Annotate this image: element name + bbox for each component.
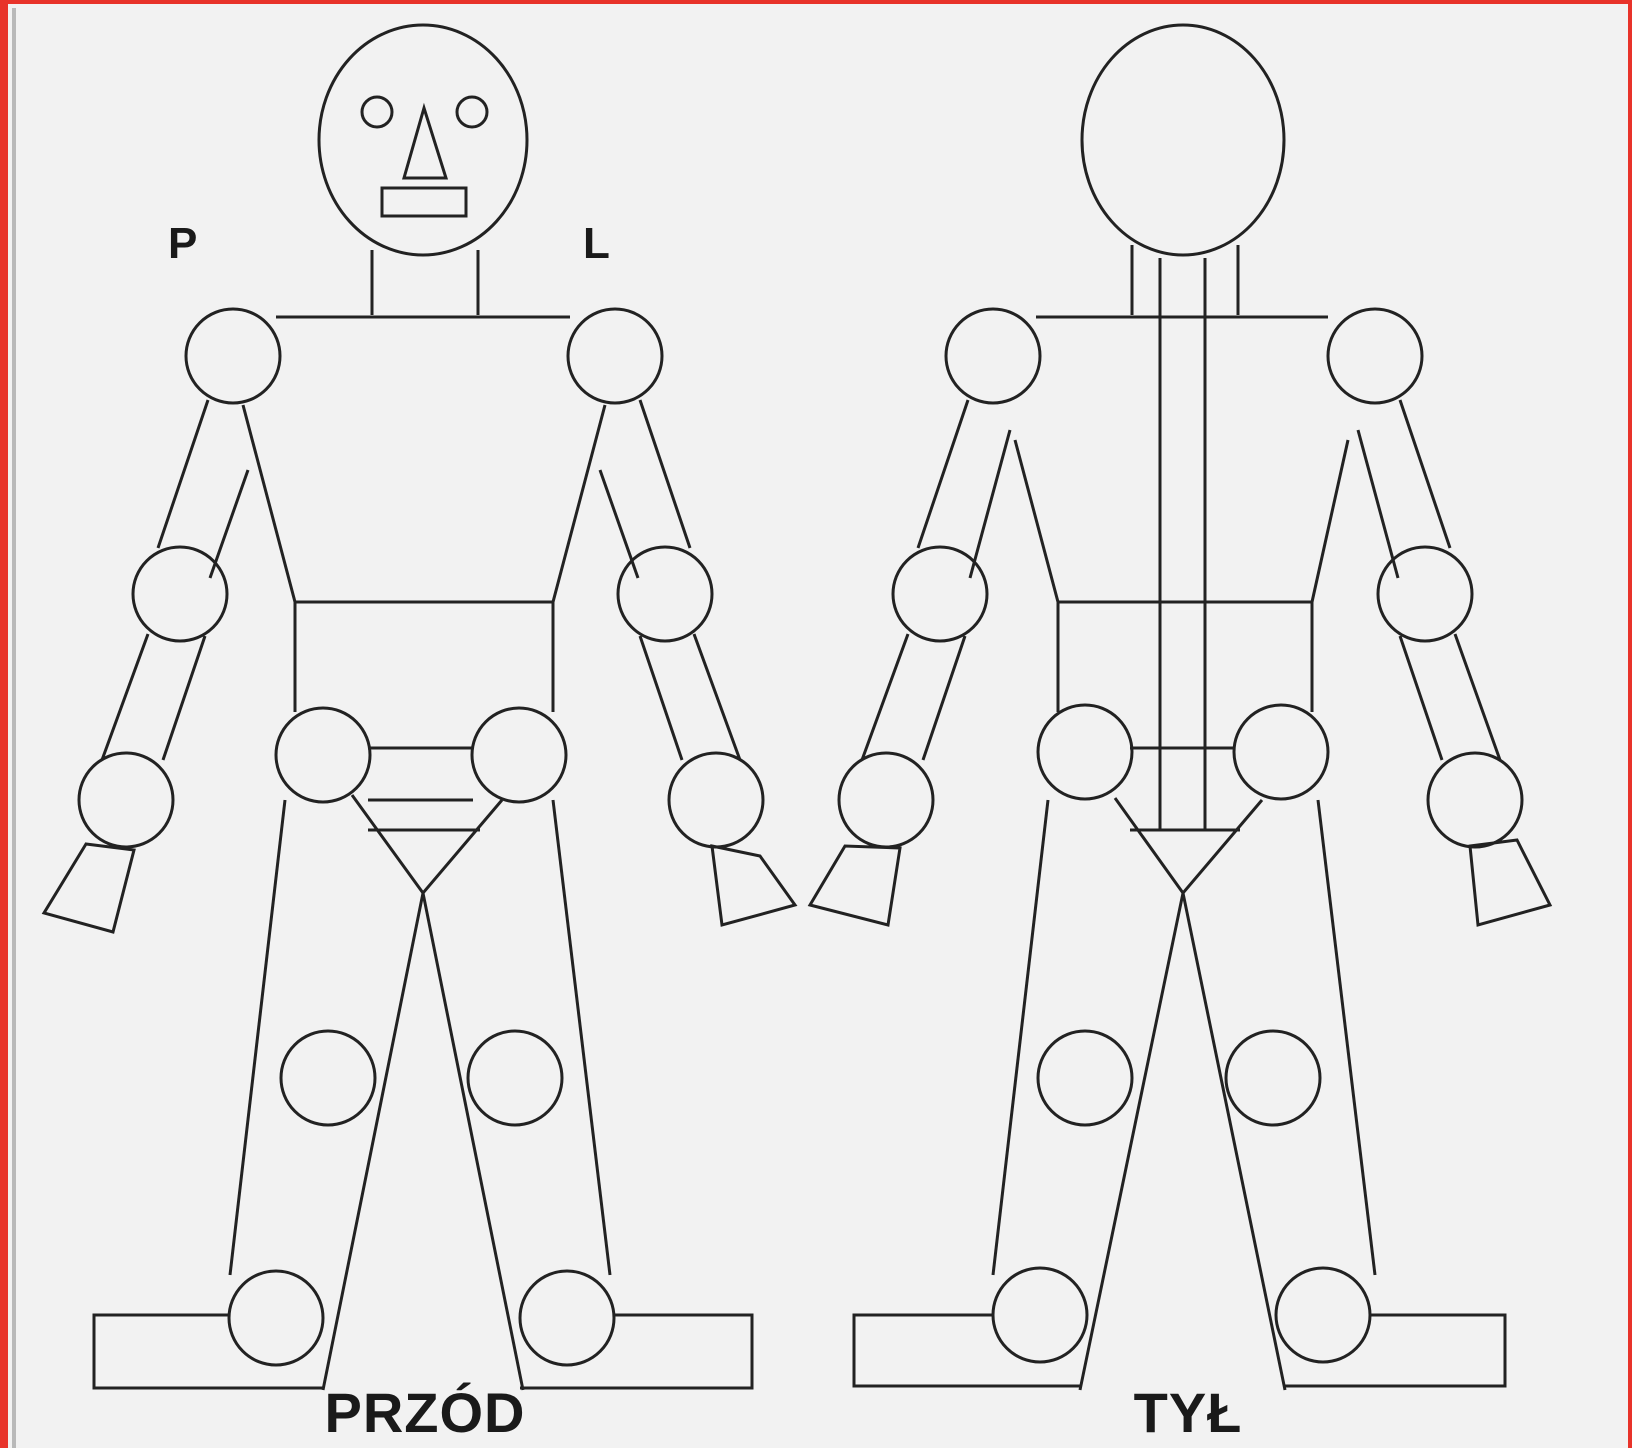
back-left-forearm-outer — [860, 633, 910, 761]
back-right-hand — [1468, 838, 1553, 927]
back-head — [1080, 23, 1286, 257]
front-left-leg-outer — [551, 799, 612, 1276]
back-left-upper-arm-outer — [916, 399, 970, 549]
back-torso-side-right — [1310, 439, 1350, 603]
front-left-eye — [455, 95, 489, 129]
front-right-forearm-outer — [100, 633, 150, 761]
front-torso-side-right — [241, 404, 297, 603]
front-right-leg-inner — [321, 892, 425, 1391]
front-left-shoulder-joint — [566, 307, 664, 405]
front-groin — [350, 794, 504, 896]
front-right-eye — [360, 95, 394, 129]
front-left-foot — [520, 1313, 754, 1390]
label-front-view: PRZÓD — [325, 1381, 526, 1444]
front-torso-side-left — [551, 404, 607, 603]
front-right-leg-outer — [228, 799, 287, 1276]
front-right-knee-joint — [279, 1029, 377, 1127]
front-left-wrist-joint — [667, 751, 765, 849]
back-right-wrist-joint — [1426, 751, 1524, 849]
front-left-forearm-outer — [692, 633, 742, 761]
back-left-leg-inner — [1078, 892, 1185, 1391]
front-left-leg-inner — [421, 892, 525, 1391]
front-right-upper-arm-inner — [208, 469, 250, 579]
front-left-forearm-inner — [638, 635, 684, 761]
front-left-ankle-joint — [518, 1269, 616, 1367]
back-right-foot — [1285, 1313, 1507, 1388]
front-head — [317, 23, 529, 257]
front-right-shoulder-joint — [184, 307, 282, 405]
label-right-side: P — [168, 219, 197, 268]
back-right-forearm-outer — [1453, 633, 1502, 761]
front-right-elbow-joint — [131, 545, 229, 643]
back-groin — [1113, 797, 1264, 896]
back-left-foot — [852, 1313, 1080, 1388]
front-left-hip-joint — [470, 706, 568, 804]
front-nose — [402, 102, 449, 180]
back-left-knee-joint — [1036, 1029, 1134, 1127]
back-left-hip-joint — [1036, 703, 1134, 801]
front-left-upper-arm-outer — [638, 399, 692, 549]
back-left-forearm-inner — [921, 635, 967, 761]
back-right-shoulder-joint — [1326, 307, 1424, 405]
back-right-forearm-inner — [1398, 635, 1444, 761]
front-right-upper-arm-outer — [156, 399, 210, 549]
back-right-leg-inner — [1181, 892, 1287, 1391]
back-left-upper-arm-inner — [968, 429, 1012, 579]
label-back-view: TYŁ — [1134, 1381, 1243, 1444]
front-figure — [41, 23, 798, 1391]
back-figure — [807, 23, 1553, 1391]
front-right-wrist-joint — [77, 751, 175, 849]
back-right-hip-joint — [1232, 703, 1330, 801]
front-left-elbow-joint — [616, 545, 714, 643]
back-left-hand — [807, 844, 902, 927]
back-left-ankle-joint — [991, 1266, 1089, 1364]
front-right-forearm-inner — [161, 635, 207, 761]
front-mouth — [380, 186, 468, 218]
back-right-knee-joint — [1224, 1029, 1322, 1127]
front-right-hip-joint — [274, 706, 372, 804]
back-left-wrist-joint — [837, 751, 935, 849]
front-right-foot — [92, 1313, 324, 1390]
back-right-leg-outer — [1316, 799, 1377, 1276]
back-left-shoulder-joint — [944, 307, 1042, 405]
front-left-knee-joint — [466, 1029, 564, 1127]
front-right-ankle-joint — [227, 1269, 325, 1367]
label-left-side: L — [583, 219, 610, 268]
back-right-upper-arm-outer — [1398, 399, 1452, 549]
back-right-elbow-joint — [1376, 545, 1474, 643]
back-right-upper-arm-inner — [1356, 429, 1400, 579]
front-right-hand — [41, 842, 136, 934]
back-left-elbow-joint — [891, 545, 989, 643]
front-left-hand — [710, 844, 798, 927]
back-left-leg-outer — [991, 799, 1050, 1276]
back-right-ankle-joint — [1274, 1266, 1372, 1364]
back-torso-side-left — [1013, 439, 1060, 603]
